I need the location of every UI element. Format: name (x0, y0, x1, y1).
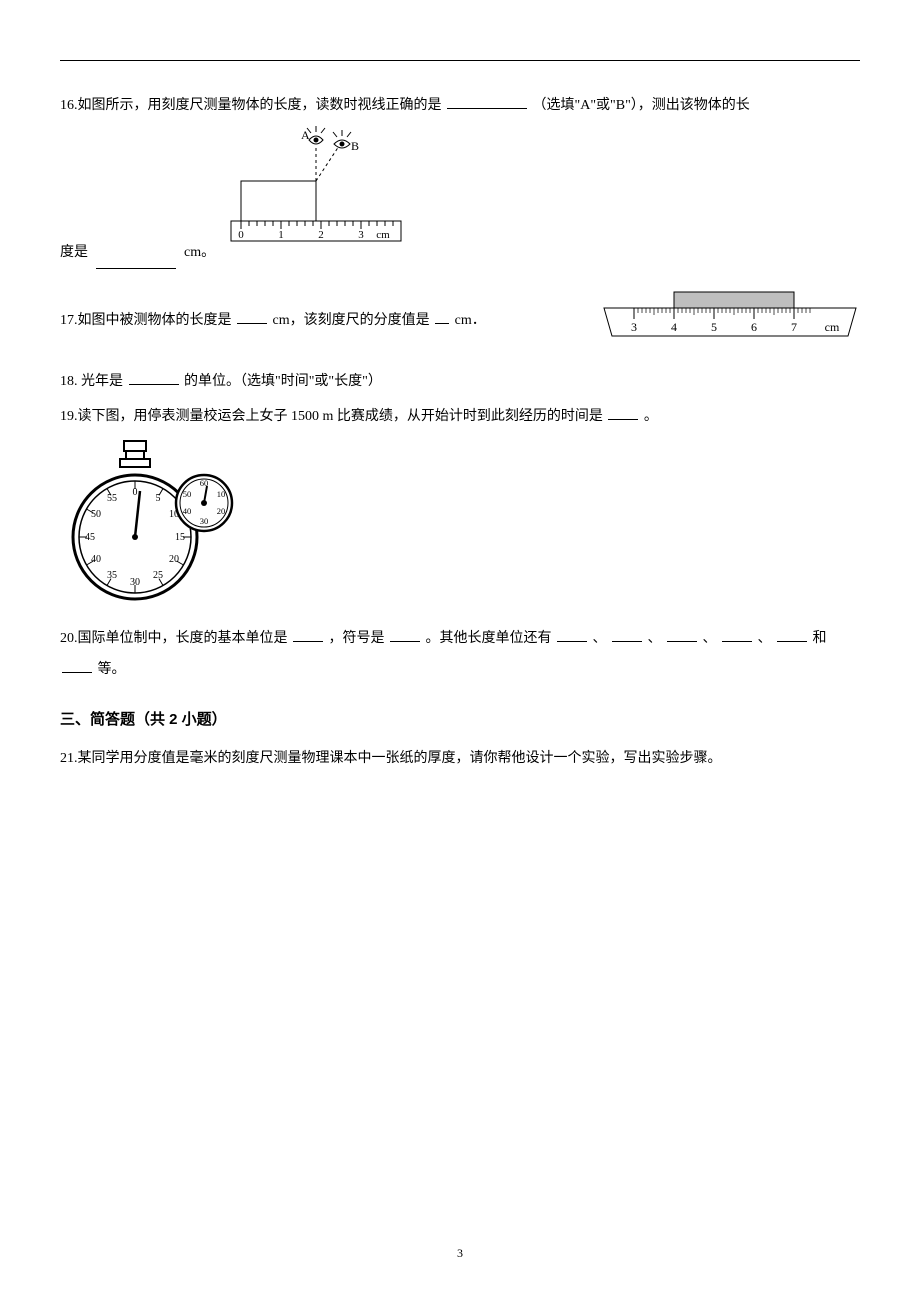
q20-tail: 和 (813, 631, 827, 646)
ruler-object-figure: 3 4 5 6 7 cm (600, 289, 860, 341)
stopwatch-figure: 0 5 10 15 20 25 30 35 40 45 50 55 (60, 437, 240, 607)
q17-blank-2[interactable] (435, 309, 449, 324)
q20-sep-2: 、 (648, 631, 662, 646)
eye-a-icon (307, 126, 325, 144)
big-45: 45 (85, 532, 95, 543)
tick-1: 1 (278, 229, 284, 241)
q16-text-b: （选填"A"或"B"），测出该物体的长 (533, 98, 750, 113)
q17-text-c: cm． (455, 313, 486, 328)
big-5: 5 (156, 493, 161, 504)
q20-text-d: 等。 (98, 662, 126, 677)
label-a: A (301, 128, 310, 142)
q20-blank-7[interactable] (777, 627, 807, 642)
q17-text-a: 17.如图中被测物体的长度是 (60, 313, 232, 328)
r-tick-4: 4 (671, 320, 677, 334)
question-19: 19.读下图，用停表测量校运会上女子 1500 m 比赛成绩，从开始计时到此刻经… (60, 402, 860, 433)
q20-text-a: 20.国际单位制中，长度的基本单位是 (60, 631, 288, 646)
big-20: 20 (169, 554, 179, 565)
big-15: 15 (175, 532, 185, 543)
big-55: 55 (107, 493, 117, 504)
q16-row-2: 度是 cm。 0 1 2 3 cm (60, 126, 860, 269)
big-40: 40 (91, 554, 101, 565)
q20-sep-4: 、 (758, 631, 772, 646)
q16-text-c: 度是 (60, 238, 88, 269)
q20-text-b: ，符号是 (329, 631, 385, 646)
q19-figure: 0 5 10 15 20 25 30 35 40 45 50 55 (60, 437, 860, 620)
q16-figure: 0 1 2 3 cm (221, 126, 411, 269)
sm-50: 50 (183, 489, 192, 499)
sm-10: 10 (217, 489, 226, 499)
page: 16.如图所示，用刻度尺测量物体的长度，读数时视线正确的是 （选填"A"或"B"… (0, 0, 920, 1302)
eye-b-icon (333, 130, 351, 148)
q21-text: 21.某同学用分度值是毫米的刻度尺测量物理课本中一张纸的厚度，请你帮他设计一个实… (60, 751, 722, 766)
q20-text-c: 。其他长度单位还有 (426, 631, 552, 646)
tick-unit: cm (376, 229, 390, 241)
page-number: 3 (0, 1240, 920, 1266)
q19-blank[interactable] (608, 405, 638, 420)
q20-blank-3[interactable] (557, 627, 587, 642)
big-25: 25 (153, 570, 163, 581)
section-3-heading: 三、简答题（共 2 小题） (60, 703, 860, 736)
q20-sep-3: 、 (703, 631, 717, 646)
q16-unit: cm。 (184, 238, 215, 269)
tick-0: 0 (238, 229, 244, 241)
big-50: 50 (91, 509, 101, 520)
q18-text-a: 18. 光年是 (60, 374, 123, 389)
question-17: 17.如图中被测物体的长度是 cm，该刻度尺的分度值是 cm． 3 4 5 6 … (60, 289, 860, 354)
question-18: 18. 光年是 的单位。（选填"时间"或"长度"） (60, 367, 860, 398)
q20-blank-1[interactable] (293, 627, 323, 642)
top-rule (60, 60, 860, 61)
big-0: 0 (133, 487, 138, 498)
q20-blank-5[interactable] (667, 627, 697, 642)
q20-sep-1: 、 (593, 631, 607, 646)
q20-blank-8[interactable] (62, 658, 92, 673)
sm-30: 30 (200, 516, 209, 526)
big-30: 30 (130, 577, 140, 588)
q17-text: 17.如图中被测物体的长度是 cm，该刻度尺的分度值是 cm． (60, 306, 486, 337)
big-35: 35 (107, 570, 117, 581)
q20-blank-4[interactable] (612, 627, 642, 642)
q20-blank-2[interactable] (390, 627, 420, 642)
sm-20: 20 (217, 506, 226, 516)
r-unit: cm (825, 320, 840, 334)
q19-text-b: 。 (644, 409, 658, 424)
r-tick-6: 6 (751, 320, 757, 334)
q18-blank[interactable] (129, 370, 179, 385)
q16-blank-1[interactable] (447, 94, 527, 109)
r-tick-7: 7 (791, 320, 797, 334)
r-tick-3: 3 (631, 320, 637, 334)
q20-blank-6[interactable] (722, 627, 752, 642)
q19-text-a: 19.读下图，用停表测量校运会上女子 1500 m 比赛成绩，从开始计时到此刻经… (60, 409, 603, 424)
question-20: 20.国际单位制中，长度的基本单位是 ，符号是 。其他长度单位还有 、 、 、 … (60, 624, 860, 686)
question-16: 16.如图所示，用刻度尺测量物体的长度，读数时视线正确的是 （选填"A"或"B"… (60, 91, 860, 122)
question-21: 21.某同学用分度值是毫米的刻度尺测量物理课本中一张纸的厚度，请你帮他设计一个实… (60, 744, 860, 775)
q17-blank-1[interactable] (237, 309, 267, 324)
q16-blank-2[interactable] (96, 254, 176, 269)
q16-text-a: 16.如图所示，用刻度尺测量物体的长度，读数时视线正确的是 (60, 98, 442, 113)
r-tick-5: 5 (711, 320, 717, 334)
q18-text-b: 的单位。（选填"时间"或"长度"） (184, 374, 382, 389)
tick-2: 2 (318, 229, 324, 241)
ruler-eye-figure: 0 1 2 3 cm (221, 126, 411, 256)
tick-3: 3 (358, 229, 364, 241)
q17-figure: 3 4 5 6 7 cm (600, 289, 860, 354)
sm-40: 40 (183, 506, 192, 516)
q17-text-b: cm，该刻度尺的分度值是 (273, 313, 430, 328)
label-b: B (351, 139, 359, 153)
